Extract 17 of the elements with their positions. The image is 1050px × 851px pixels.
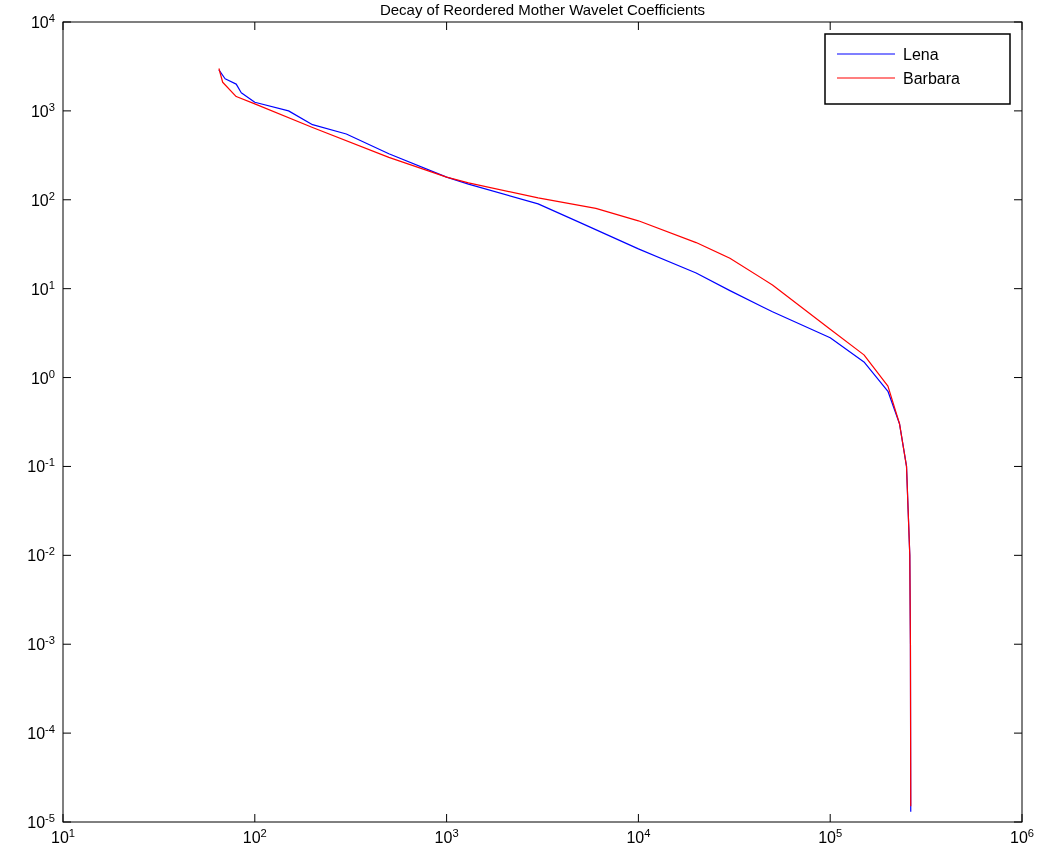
y-tick-label: 10$^{3}$ [30, 100, 55, 120]
y-tick-label: 10$^{1}$ [30, 278, 55, 298]
x-tick-label: 10$^{4}$ [626, 827, 651, 846]
legend-label: Lena [903, 46, 939, 63]
chart-title: Decay of Reordered Mother Wavelet Coefficients [379, 1, 706, 18]
y-tick-label: 10$^{2}$ [30, 189, 55, 209]
x-tick-label: 10$^{2}$ [242, 827, 267, 846]
y-tick-label: 10$^{-2}$ [27, 545, 55, 565]
y-tick-label: 10$^{4}$ [30, 12, 55, 31]
y-tick-label: 10$^{-3}$ [27, 634, 55, 654]
y-tick-label: 10$^{-4}$ [27, 723, 55, 743]
x-tick-label: 10$^{5}$ [818, 827, 843, 846]
legend-label: Barbara [903, 70, 961, 87]
x-tick-label: 10$^{3}$ [434, 827, 459, 846]
y-tick-label: 10$^{0}$ [30, 367, 55, 387]
y-tick-label: 10$^{-1}$ [27, 456, 55, 476]
x-tick-label: 10$^{6}$ [1009, 827, 1035, 846]
